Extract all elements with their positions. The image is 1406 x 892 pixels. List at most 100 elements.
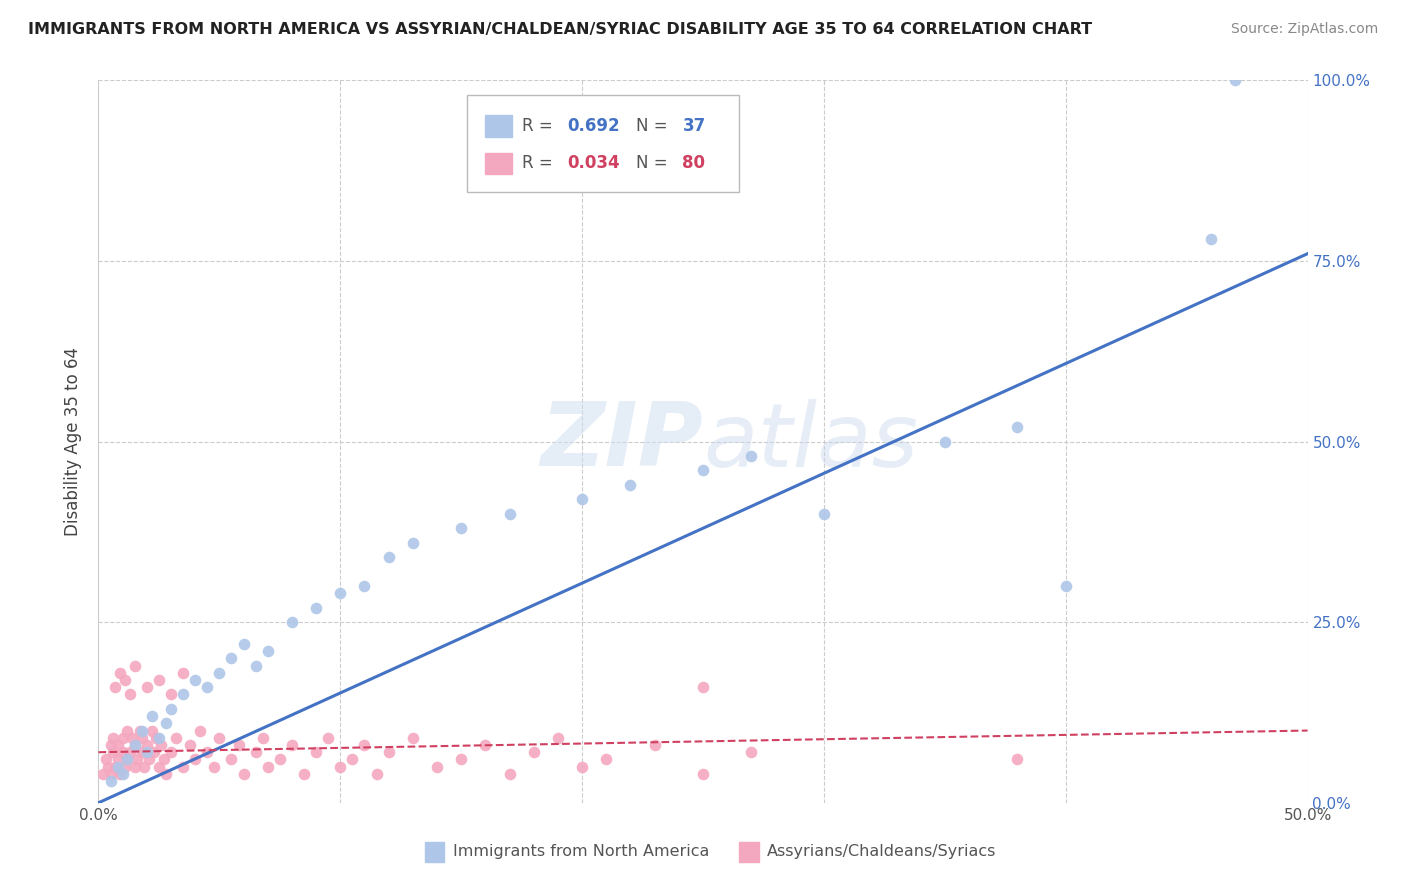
Point (127, 752, 149, 766)
Point (1054, 579, 1077, 593)
Point (104, 760, 127, 774)
Point (104, 680, 127, 694)
Point (135, 680, 157, 694)
Point (111, 731, 134, 745)
Bar (485, 115, 512, 136)
Point (256, 760, 278, 774)
Point (121, 731, 143, 745)
Point (228, 738, 250, 752)
Point (155, 767, 177, 781)
Text: N =: N = (637, 117, 673, 135)
Point (148, 760, 170, 774)
Point (342, 752, 364, 766)
Point (377, 745, 399, 759)
Point (353, 579, 375, 593)
Bar (485, 153, 512, 174)
Point (692, 680, 714, 694)
Point (208, 731, 231, 745)
Point (305, 745, 328, 759)
Point (204, 760, 226, 774)
Point (934, 434, 956, 449)
Point (1007, 420, 1029, 434)
Point (124, 738, 146, 752)
Point (172, 760, 194, 774)
Point (195, 745, 218, 759)
Point (269, 752, 291, 766)
Point (1007, 752, 1029, 766)
Point (571, 492, 593, 507)
Point (148, 673, 170, 687)
Point (148, 731, 170, 745)
Point (124, 760, 146, 774)
FancyBboxPatch shape (467, 95, 740, 193)
Point (188, 723, 211, 738)
Point (221, 752, 243, 766)
Y-axis label: Disability Age 35 to 64: Disability Age 35 to 64 (65, 347, 83, 536)
Point (150, 738, 173, 752)
Point (523, 745, 546, 759)
Point (135, 738, 157, 752)
Point (740, 449, 762, 463)
Point (117, 752, 139, 766)
Point (184, 752, 207, 766)
Text: 37: 37 (682, 117, 706, 135)
Point (111, 767, 134, 781)
Point (131, 731, 153, 745)
Point (124, 658, 146, 673)
Point (252, 731, 274, 745)
Text: Immigrants from North America: Immigrants from North America (453, 845, 709, 859)
Point (100, 738, 122, 752)
Point (145, 731, 167, 745)
Text: Source: ZipAtlas.com: Source: ZipAtlas.com (1230, 22, 1378, 37)
Point (124, 738, 146, 752)
Point (152, 752, 174, 766)
Point (118, 687, 141, 701)
Point (1223, 73, 1246, 87)
Point (141, 709, 163, 723)
Text: 0.692: 0.692 (568, 117, 620, 135)
Point (232, 637, 254, 651)
Point (114, 760, 136, 774)
Text: atlas: atlas (703, 399, 918, 484)
Point (292, 767, 315, 781)
Point (117, 723, 139, 738)
Point (100, 774, 122, 789)
Text: Assyrians/Chaldeans/Syriacs: Assyrians/Chaldeans/Syriacs (768, 845, 997, 859)
Point (160, 745, 183, 759)
Point (165, 731, 187, 745)
Point (155, 716, 177, 731)
Point (107, 738, 129, 752)
Text: N =: N = (637, 154, 673, 172)
Point (128, 723, 150, 738)
Point (107, 760, 129, 774)
Point (813, 507, 835, 521)
Point (172, 687, 194, 701)
Point (692, 767, 714, 781)
Point (571, 760, 593, 774)
Point (245, 745, 267, 759)
Point (450, 752, 472, 766)
Point (450, 521, 472, 535)
Point (208, 665, 231, 680)
Point (1199, 232, 1222, 246)
Point (143, 745, 166, 759)
Point (256, 644, 278, 658)
Point (498, 507, 520, 521)
Point (619, 478, 641, 492)
Text: R =: R = (522, 154, 558, 172)
Point (281, 738, 304, 752)
Point (329, 760, 352, 774)
Point (141, 723, 163, 738)
Text: 80: 80 (682, 154, 706, 172)
Bar (740, 842, 759, 862)
Point (94, 752, 117, 766)
Point (547, 731, 569, 745)
Point (118, 745, 141, 759)
Point (377, 550, 399, 565)
Point (160, 702, 183, 716)
Point (402, 535, 425, 549)
Point (135, 745, 157, 759)
Point (101, 745, 124, 759)
Point (172, 665, 194, 680)
Point (111, 745, 134, 759)
